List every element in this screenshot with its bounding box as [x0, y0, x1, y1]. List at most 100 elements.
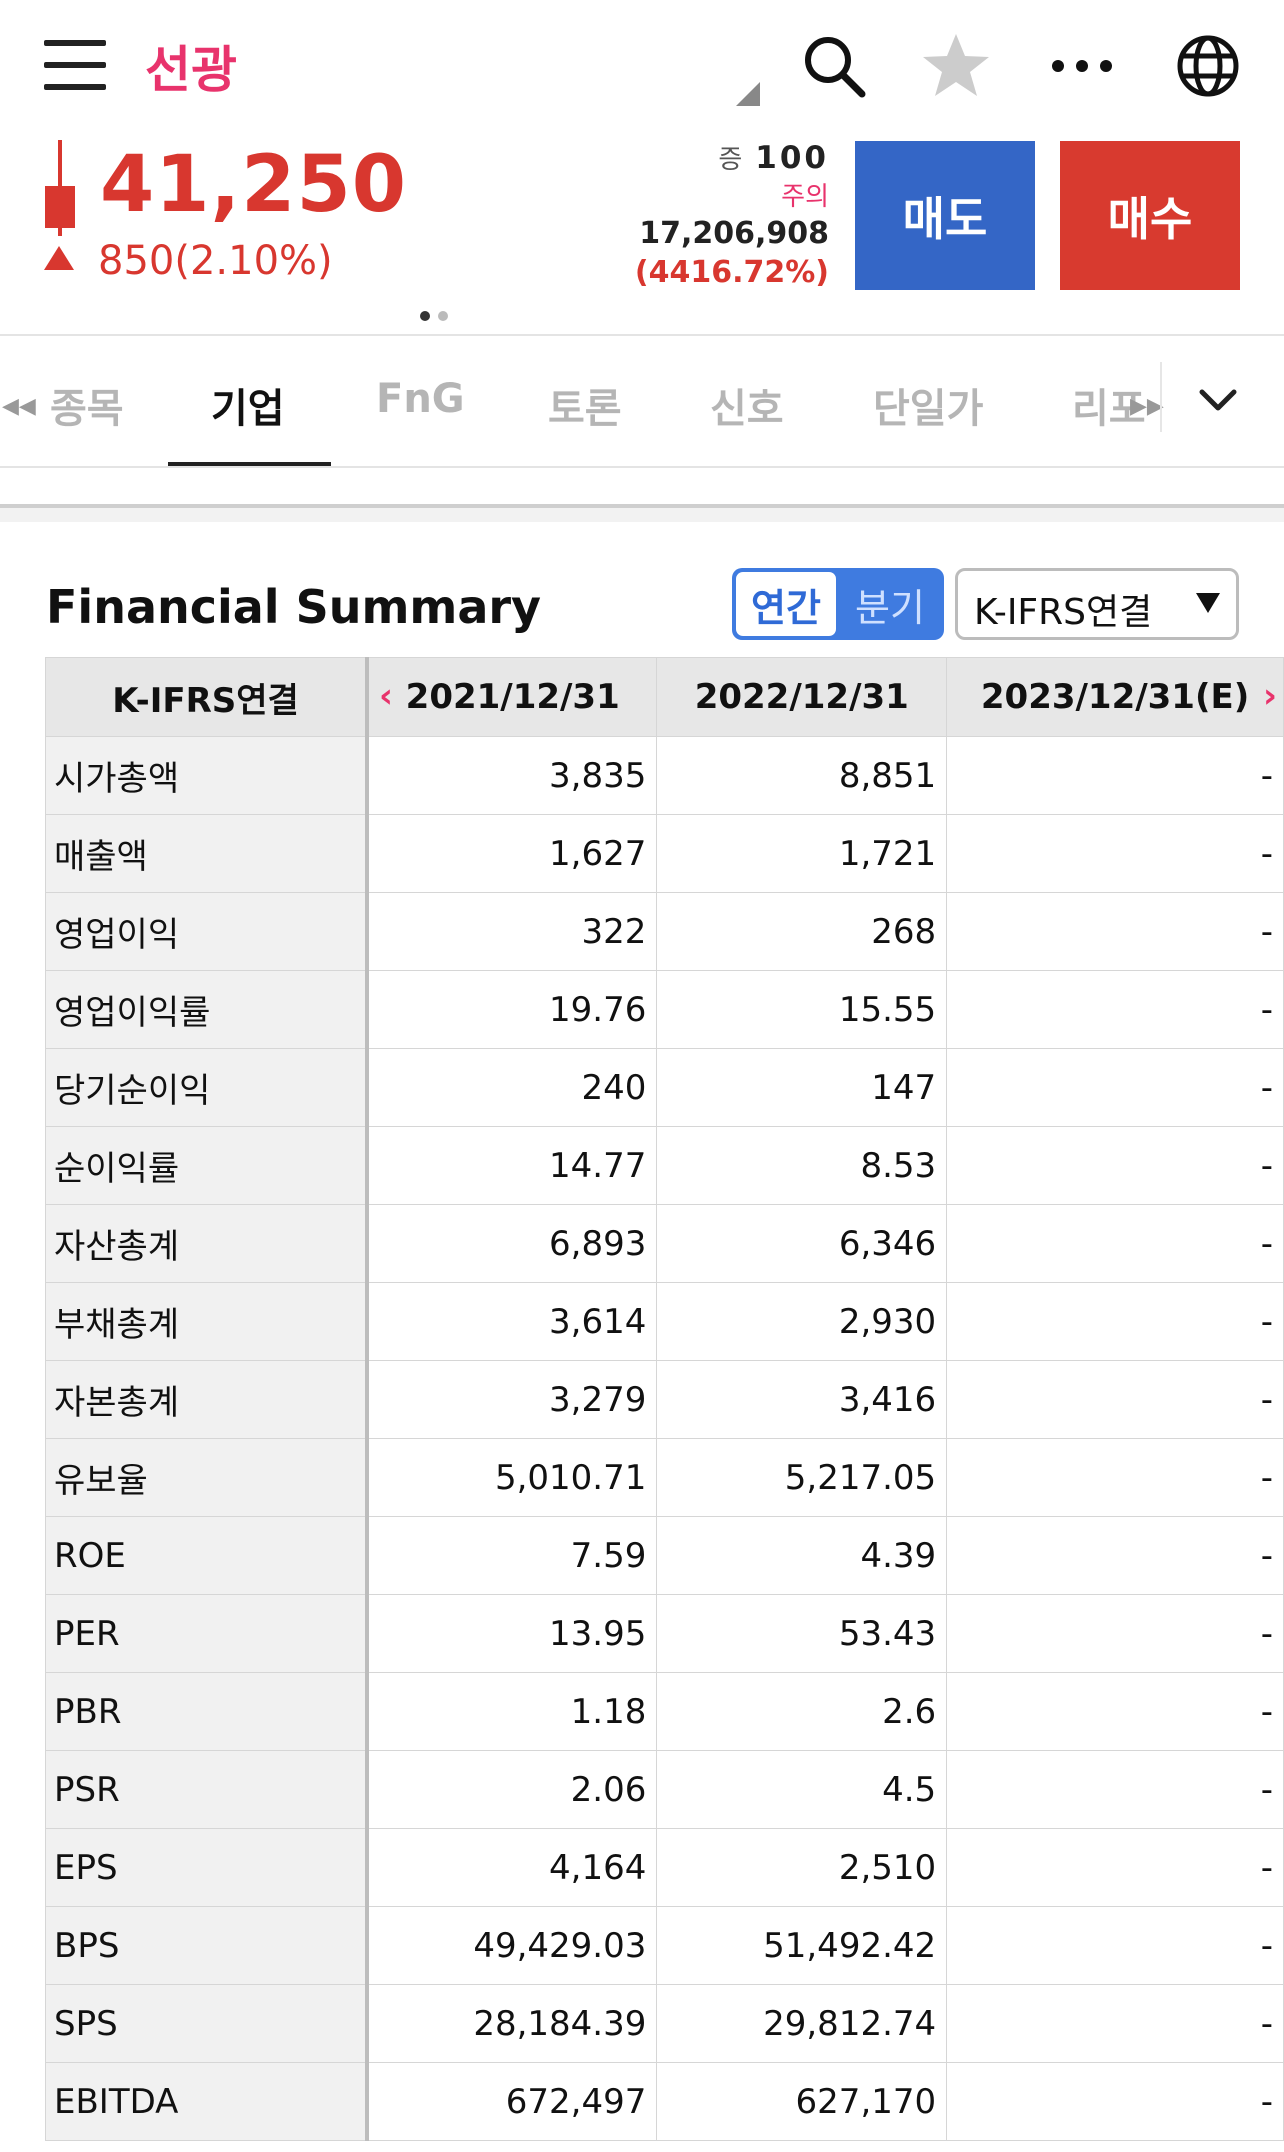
next-period-icon[interactable]: › — [1262, 676, 1277, 716]
accounting-select[interactable]: K-IFRS연결 — [955, 568, 1239, 640]
margin-label: 증 — [718, 145, 746, 175]
cell-value: - — [946, 1750, 1284, 1829]
tab-scroll-left-icon[interactable]: ◀◀ — [2, 394, 36, 419]
table-row: 시가총액 3,835 8,851- — [45, 736, 1284, 815]
period-toggle: 연간 분기 — [732, 568, 944, 640]
cell-value: 28,184.39 — [366, 1984, 658, 2063]
row-label: ROE — [45, 1516, 370, 1595]
section-title: Financial Summary — [46, 580, 542, 634]
cell-value: 2,510 — [656, 1828, 948, 1907]
divider — [0, 466, 1284, 468]
table-row: 당기순이익 240 147- — [45, 1048, 1284, 1127]
financial-table: K-IFRS연결 ‹ 2021/12/31 2022/12/31 2023/12… — [45, 657, 1284, 2141]
tab-company[interactable]: 기업 — [211, 386, 285, 432]
candle-body — [45, 186, 75, 228]
column-header-label: 2021/12/31 — [405, 677, 620, 717]
cell-value: 8.53 — [656, 1126, 948, 1205]
buy-button[interactable]: 매수 — [1060, 141, 1240, 290]
table-row: 자산총계 6,893 6,346- — [45, 1204, 1284, 1283]
table-row: 유보율 5,010.71 5,217.05- — [45, 1438, 1284, 1517]
cell-value: - — [946, 1672, 1284, 1751]
cell-value: 6,893 — [366, 1204, 658, 1283]
dropdown-corner-icon[interactable] — [736, 82, 760, 106]
cell-value: 19.76 — [366, 970, 658, 1049]
cell-value: 53.43 — [656, 1594, 948, 1673]
menu-icon[interactable] — [44, 38, 106, 92]
cell-value: 2.06 — [366, 1750, 658, 1829]
cell-value: 4.39 — [656, 1516, 948, 1595]
active-tab-indicator — [168, 462, 331, 468]
table-row: SPS 28,184.39 29,812.74- — [45, 1984, 1284, 2063]
cell-value: 3,416 — [656, 1360, 948, 1439]
volume: 17,206,908 — [639, 216, 829, 251]
cell-value: 13.95 — [366, 1594, 658, 1673]
tab-discussion[interactable]: 토론 — [548, 386, 622, 432]
cell-value: 627,170 — [656, 2062, 948, 2141]
table-row: PSR 2.06 4.5- — [45, 1750, 1284, 1829]
more-icon[interactable] — [1044, 28, 1120, 104]
cell-value: 3,614 — [366, 1282, 658, 1361]
prev-period-icon[interactable]: ‹ — [379, 676, 394, 716]
cell-value: - — [946, 814, 1284, 893]
current-price: 41,250 — [100, 140, 407, 230]
table-row: 영업이익률 19.76 15.55- — [45, 970, 1284, 1049]
margin-value: 100 — [755, 140, 829, 176]
cell-value: 3,835 — [366, 736, 658, 815]
cell-value: - — [946, 1204, 1284, 1283]
toggle-quarter[interactable]: 분기 — [855, 585, 925, 630]
row-label: PBR — [45, 1672, 370, 1751]
row-label: 당기순이익 — [45, 1048, 370, 1127]
cell-value: 2,930 — [656, 1282, 948, 1361]
row-label: 유보율 — [45, 1438, 370, 1517]
table-row: 순이익률 14.77 8.53- — [45, 1126, 1284, 1205]
column-header-prev: ‹ 2021/12/31 — [366, 657, 658, 737]
quote-info: 증 100 주의 17,206,908 (4416.72%) — [635, 138, 829, 292]
row-label: BPS — [45, 1906, 370, 1985]
globe-icon[interactable] — [1170, 28, 1246, 104]
cell-value: 51,492.42 — [656, 1906, 948, 1985]
table-row: BPS 49,429.03 51,492.42- — [45, 1906, 1284, 1985]
page-dot-active — [420, 311, 430, 321]
cell-value: 6,346 — [656, 1204, 948, 1283]
row-label: 매출액 — [45, 814, 370, 893]
cell-value: - — [946, 1828, 1284, 1907]
column-header-next: 2023/12/31(E) › — [946, 657, 1284, 737]
cell-value: 322 — [366, 892, 658, 971]
cell-value: - — [946, 1984, 1284, 2063]
sell-button[interactable]: 매도 — [855, 141, 1035, 290]
cell-value: 15.55 — [656, 970, 948, 1049]
table-row: PBR 1.18 2.6- — [45, 1672, 1284, 1751]
cell-value: 2.6 — [656, 1672, 948, 1751]
volume-ratio: (4416.72%) — [634, 255, 829, 290]
table-row: PER 13.95 53.43- — [45, 1594, 1284, 1673]
chevron-down-icon[interactable] — [1198, 380, 1238, 420]
row-label: PER — [45, 1594, 370, 1673]
stock-name[interactable]: 선광 — [145, 41, 237, 99]
tab-scroll-right-icon[interactable]: ▶▶ — [1130, 394, 1164, 419]
tab-stock[interactable]: 종목 — [50, 386, 124, 432]
toggle-annual[interactable]: 연간 — [736, 572, 836, 636]
tab-single-price[interactable]: 단일가 — [873, 386, 984, 432]
cell-value: 14.77 — [366, 1126, 658, 1205]
cell-value: 4.5 — [656, 1750, 948, 1829]
page-indicator — [420, 306, 456, 325]
margin-rate: 증 100 — [635, 138, 829, 180]
row-label: EBITDA — [45, 2062, 370, 2141]
tab-report[interactable]: 리포 — [1072, 386, 1146, 432]
star-icon[interactable] — [918, 28, 994, 104]
divider — [1160, 362, 1162, 432]
cell-value: - — [946, 1126, 1284, 1205]
cell-value: - — [946, 1282, 1284, 1361]
row-label: 자본총계 — [45, 1360, 370, 1439]
tab-fng[interactable]: FnG — [376, 376, 465, 422]
tab-signal[interactable]: 신호 — [710, 386, 784, 432]
cell-value: - — [946, 736, 1284, 815]
cell-value: 5,217.05 — [656, 1438, 948, 1517]
search-icon[interactable] — [796, 28, 872, 104]
accounting-select-value: K-IFRS연결 — [974, 592, 1153, 633]
divider — [0, 334, 1284, 336]
cell-value: - — [946, 1360, 1284, 1439]
column-header: 2022/12/31 — [656, 657, 948, 737]
cell-value: - — [946, 1906, 1284, 1985]
cell-value: - — [946, 1594, 1284, 1673]
